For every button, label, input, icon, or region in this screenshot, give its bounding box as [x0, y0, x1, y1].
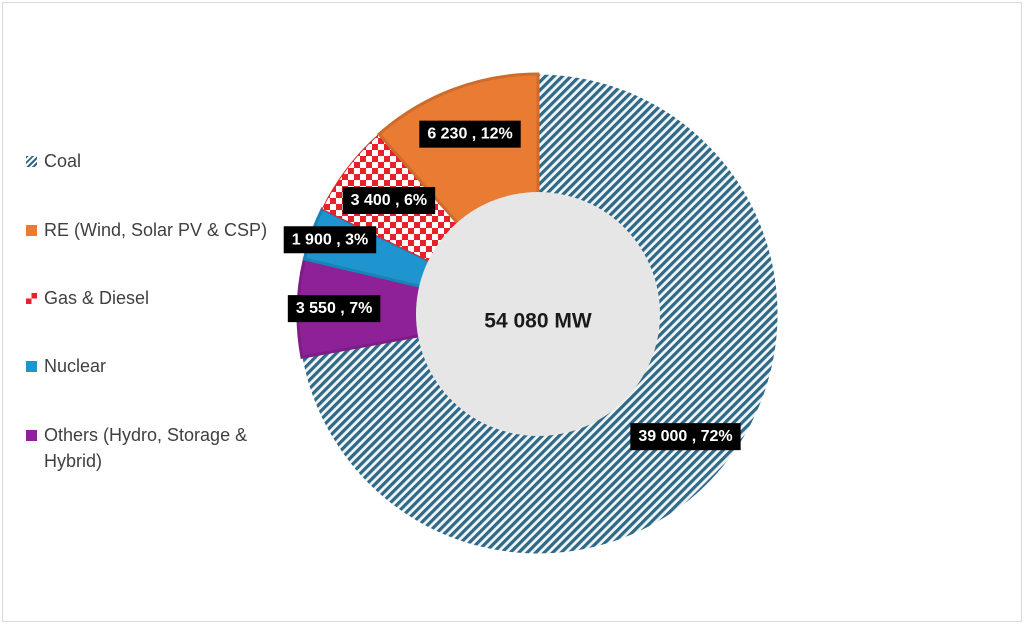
legend-swatch-nuclear	[26, 361, 37, 372]
data-label-text: 3 550 , 7%	[296, 300, 373, 317]
legend-label: Gas & Diesel	[44, 288, 150, 308]
data-label-box	[287, 295, 381, 323]
data-label-box	[630, 423, 741, 451]
legend-swatch-gas	[26, 293, 37, 304]
legend-item-nuclear: Nuclear	[26, 353, 294, 379]
legend-item-re: RE (Wind, Solar PV & CSP)	[26, 217, 294, 243]
data-label-gas-diesel: 3 400 , 6%	[342, 187, 436, 215]
legend-label: Others (Hydro, Storage & Hybrid)	[44, 425, 248, 471]
donut-hole	[416, 192, 660, 436]
center-total-label: 54 080 MW	[484, 310, 592, 333]
legend-label: Coal	[44, 151, 82, 171]
data-label-text: 6 230 , 12%	[427, 126, 512, 143]
legend-label: RE (Wind, Solar PV & CSP)	[44, 220, 268, 240]
data-label-box	[283, 226, 377, 254]
legend-item-coal: Coal	[26, 148, 294, 174]
legend-swatch-coal	[26, 156, 37, 167]
data-label-coal: 39 000 , 72%	[630, 423, 741, 451]
data-label-nuclear: 1 900 , 3%	[283, 226, 377, 254]
data-label-text: 1 900 , 3%	[292, 231, 369, 248]
legend-item-others: Others (Hydro, Storage & Hybrid)	[26, 422, 294, 474]
legend-label: Nuclear	[44, 356, 107, 376]
data-label-re-wind-solar-pv-csp: 6 230 , 12%	[419, 120, 521, 148]
legend-item-gas: Gas & Diesel	[26, 285, 294, 311]
data-label-others-hydro-storage-hybrid: 3 550 , 7%	[287, 295, 381, 323]
data-label-text: 39 000 , 72%	[638, 428, 732, 445]
data-label-box	[419, 120, 521, 148]
data-label-box	[342, 187, 436, 215]
legend-swatch-re	[26, 225, 37, 236]
data-label-text: 3 400 , 6%	[351, 192, 428, 209]
legend-swatch-others	[26, 430, 37, 441]
